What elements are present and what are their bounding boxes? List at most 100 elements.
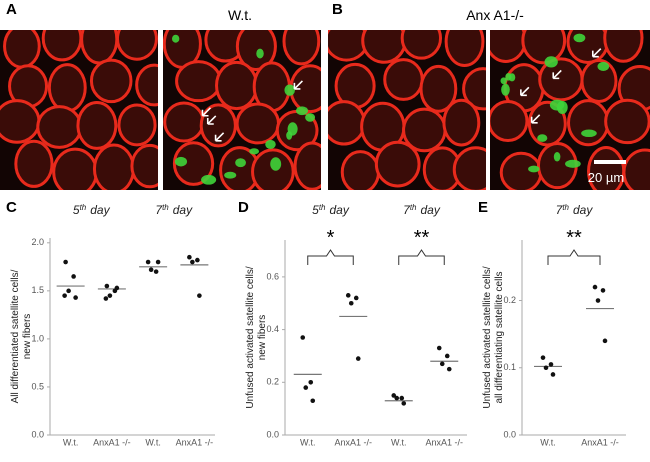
green-signal (256, 48, 264, 59)
cell-outline (444, 30, 485, 67)
micrograph (0, 30, 158, 190)
day-number: 7 (155, 203, 163, 217)
data-point (107, 293, 113, 298)
data-point (190, 259, 195, 265)
day-header: 5th day (312, 203, 350, 218)
day-word: day (330, 203, 350, 217)
image-title: Anx A1-/- (466, 7, 524, 23)
significance-bracket (398, 249, 445, 265)
data-point (71, 274, 76, 279)
y-tick-label: 2.0 (31, 237, 44, 247)
cell-outline (163, 101, 205, 143)
cell-outline (0, 99, 41, 144)
green-signal (265, 139, 276, 149)
y-tick-label: 1.5 (31, 285, 44, 295)
cell-outline (80, 30, 119, 65)
arrow (592, 48, 602, 58)
green-signal (581, 129, 597, 138)
y-tick-label: 0.2 (503, 295, 516, 305)
green-signal (565, 159, 581, 168)
data-point (550, 372, 556, 377)
data-point (103, 296, 109, 301)
y-axis-label-line: Unfused activated satellite cells/ (245, 266, 256, 409)
green-signal (286, 131, 293, 140)
micrographs (0, 30, 650, 190)
y-axis-label-line: All differentiated satellite cells/ (10, 269, 21, 403)
arrow-head (206, 117, 214, 125)
cell-outline (566, 30, 610, 64)
y-tick-label: 0.0 (503, 429, 516, 439)
y-axis-label: Unfused activated satellite cells/all di… (482, 266, 505, 409)
arrow-head (201, 109, 209, 117)
cell-outline (115, 30, 158, 61)
cell-outline (499, 151, 543, 190)
data-point (595, 298, 601, 303)
green-signal (549, 99, 565, 111)
y-axis-label-line: new fibers (257, 315, 268, 361)
y-axis-label-line: new fibers (22, 314, 33, 360)
data-point (62, 293, 67, 298)
x-tick-label: AnxA1 -/- (581, 437, 619, 447)
day-suffix: th (562, 203, 569, 212)
data-point (303, 385, 309, 390)
arrow-head (552, 72, 560, 80)
data-point (355, 356, 361, 361)
day-header: 5th day (73, 203, 111, 218)
data-point (145, 259, 151, 265)
day-word: day (173, 203, 193, 217)
cell-outline (462, 67, 486, 111)
data-point (399, 395, 405, 401)
data-point (602, 338, 608, 344)
x-tick-label: AnxA1 -/- (176, 437, 214, 447)
arrow (207, 115, 217, 125)
arrow (531, 114, 541, 124)
arrow-head (293, 82, 301, 90)
data-point (153, 269, 159, 274)
arrow-head (520, 89, 527, 97)
day-suffix: th (410, 203, 417, 212)
data-point (63, 259, 68, 265)
x-tick-label: AnxA1 -/- (334, 437, 372, 447)
arrow (201, 107, 212, 117)
day-word: day (573, 203, 593, 217)
data-point (195, 257, 200, 263)
data-point (308, 379, 314, 385)
data-point (155, 259, 161, 265)
cell-outline (328, 100, 366, 146)
cell-outline (622, 148, 650, 190)
x-tick-label: W.t. (63, 437, 79, 447)
panel-label: B (332, 1, 343, 18)
day-header: 7th day (556, 203, 594, 218)
green-signal (537, 134, 548, 142)
day-number: 7 (403, 203, 411, 217)
data-point (540, 355, 546, 360)
x-tick-label: W.t. (300, 437, 316, 447)
micrograph (163, 30, 321, 190)
arrow (293, 80, 303, 90)
data-point (310, 398, 316, 404)
data-point (348, 300, 354, 306)
cell-outline (340, 150, 381, 190)
cell-outline (580, 58, 618, 103)
data-point (444, 353, 450, 359)
cell-outline (199, 103, 237, 148)
panel-label: A (6, 1, 17, 18)
green-signal (553, 151, 561, 162)
panel-label: E (478, 199, 488, 216)
green-signal (249, 148, 260, 155)
cell-outline (41, 30, 83, 62)
data-point (391, 393, 397, 398)
x-tick-label: AnxA1 -/- (93, 437, 131, 447)
data-point (345, 293, 351, 298)
scale-bar-label: 20 µm (588, 170, 624, 185)
y-axis-label: All differentiated satellite cells/new f… (10, 269, 33, 403)
cell-outline (452, 146, 486, 190)
cell-outline (235, 102, 281, 145)
cell-outline (442, 98, 481, 147)
cell-outline (374, 140, 421, 188)
green-signal (270, 157, 282, 171)
data-point (439, 361, 445, 367)
data-point (446, 366, 452, 372)
data-point (548, 362, 554, 367)
